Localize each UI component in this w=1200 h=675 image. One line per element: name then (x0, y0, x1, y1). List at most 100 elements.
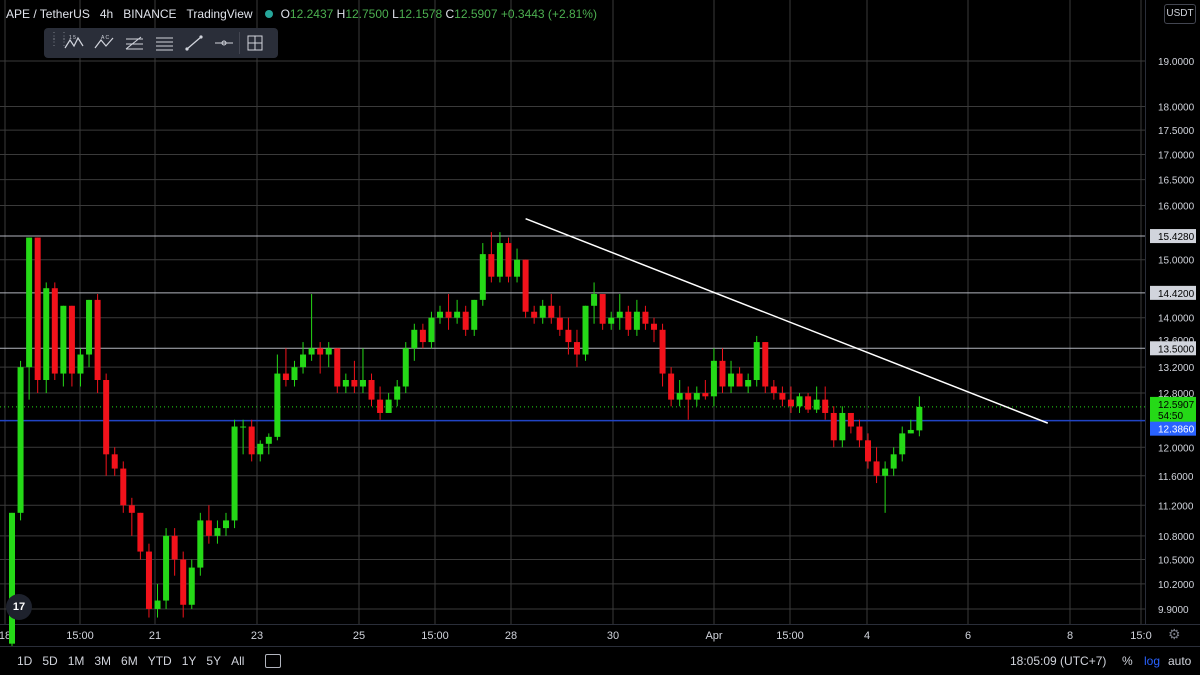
x-tick-label: 15:00 (776, 630, 804, 642)
xabcd-pattern-icon[interactable]: 1 5 (59, 30, 89, 56)
x-tick-label: 15:0 (1130, 630, 1151, 642)
candle-body (685, 393, 692, 400)
abc-pattern-icon[interactable]: A C (89, 30, 119, 56)
candle-body (26, 237, 33, 368)
low-value: 12.1578 (398, 7, 443, 21)
x-tick-label: 23 (251, 630, 263, 642)
timeframe-1m[interactable]: 1M (67, 654, 85, 668)
candle-body (496, 243, 503, 277)
timeframe-all[interactable]: All (231, 654, 245, 668)
tradingview-logo-icon[interactable]: 17 (6, 594, 32, 620)
level-price-tag-bg (1150, 341, 1196, 356)
candle-body (719, 360, 726, 387)
symbol-name[interactable]: APE / TetherUS (6, 7, 90, 21)
candle-body (300, 354, 307, 368)
log-toggle[interactable]: log (1144, 654, 1161, 668)
candle-body (325, 348, 332, 355)
candle-body (565, 329, 572, 343)
timeframe-ytd[interactable]: YTD (147, 654, 172, 668)
candle-body (548, 305, 555, 318)
fib-channel-icon[interactable] (149, 30, 179, 56)
high-value: 12.7500 (345, 7, 389, 21)
candle-body (351, 380, 358, 387)
candle-body (805, 396, 812, 410)
candle-body (471, 299, 478, 330)
y-tick-label: 9.9000 (1158, 605, 1189, 616)
drawing-toolbar: ⋮⋮ ⋮⋮ 1 5 A C (44, 28, 278, 58)
grip-icon[interactable]: ⋮⋮ ⋮⋮ (49, 31, 69, 48)
candle-body (796, 396, 803, 407)
candle-body (257, 443, 264, 455)
timeframe-5y[interactable]: 5Y (206, 654, 222, 668)
candle-body (633, 311, 640, 330)
candle-body (342, 380, 349, 387)
candle-body (591, 294, 598, 306)
blue-price-tag-bg (1150, 421, 1196, 436)
candle-body (616, 311, 623, 318)
candle-body (736, 373, 743, 387)
candle-body (60, 305, 67, 374)
fib-retracement-icon[interactable] (119, 30, 149, 56)
timeframe-3m[interactable]: 3M (94, 654, 112, 668)
candle-body (43, 288, 50, 381)
y-tick-label: 12.8000 (1158, 389, 1195, 400)
bottom-toolbar: 1D 5D 1M 3M 6M YTD 1Y 5Y All 18:05:09 (U… (0, 646, 1200, 675)
candle-body (317, 348, 324, 355)
x-tick-label: 25 (353, 630, 365, 642)
y-tick-label: 16.5000 (1158, 176, 1195, 187)
candle-body (522, 259, 529, 312)
timeframe-5d[interactable]: 5D (42, 654, 58, 668)
candle-body (111, 454, 118, 469)
candle-body (368, 380, 375, 400)
timeframe-6m[interactable]: 6M (121, 654, 138, 668)
gear-icon[interactable]: ⚙ (1168, 626, 1181, 642)
y-tick-label: 18.0000 (1158, 102, 1195, 113)
candle-body (770, 386, 777, 394)
candle-body (728, 373, 735, 387)
timeframe-1y[interactable]: 1Y (181, 654, 197, 668)
candle-body (334, 348, 341, 387)
candle-body (394, 386, 401, 400)
candle-body (291, 367, 298, 381)
percent-toggle[interactable]: % (1122, 654, 1133, 668)
candle-body (668, 373, 675, 400)
y-tick-label: 11.6000 (1158, 472, 1194, 483)
candle-body (702, 393, 709, 397)
candle-body (745, 380, 752, 387)
trend-line-icon[interactable] (179, 30, 209, 56)
candle-body (411, 329, 418, 349)
interval-label[interactable]: 4h (99, 7, 114, 21)
candle-body (180, 559, 187, 605)
x-tick-label: 6 (965, 630, 971, 642)
calendar-icon[interactable] (265, 654, 282, 668)
candle-body (86, 299, 93, 355)
cross-frame-icon[interactable] (240, 30, 270, 56)
candle-body (556, 317, 563, 330)
candle-body (822, 399, 829, 413)
y-tick-label: 10.5000 (1158, 556, 1195, 567)
x-tick-label: 4 (864, 630, 870, 642)
candle-body (710, 360, 717, 397)
y-tick-label: 16.0000 (1158, 201, 1195, 212)
auto-toggle[interactable]: auto (1168, 654, 1192, 668)
candle-body (488, 254, 495, 277)
candle-body (282, 373, 289, 381)
clock-display[interactable]: 18:05:09 (UTC+7) (1010, 654, 1107, 668)
x-tick-label: 18 (0, 630, 11, 642)
candle-body (120, 468, 127, 506)
candle-body (223, 520, 229, 529)
candle-body (753, 342, 760, 381)
candle-body (907, 429, 914, 434)
ohlc-values: O12.2437 H12.7500 L12.1578 C12.5907 +0.3… (280, 7, 597, 21)
timeframe-1d[interactable]: 1D (17, 654, 33, 668)
candle-body (899, 433, 906, 455)
candle-body (651, 323, 657, 330)
y-tick-label: 11.2000 (1158, 501, 1194, 512)
source-label: TradingView (186, 7, 253, 21)
candle-body (437, 311, 443, 318)
currency-selector[interactable]: USDT (1164, 4, 1196, 24)
x-tick-label: 15:00 (66, 630, 94, 642)
horizontal-ray-icon[interactable] (209, 30, 239, 56)
candle-body (77, 354, 84, 374)
